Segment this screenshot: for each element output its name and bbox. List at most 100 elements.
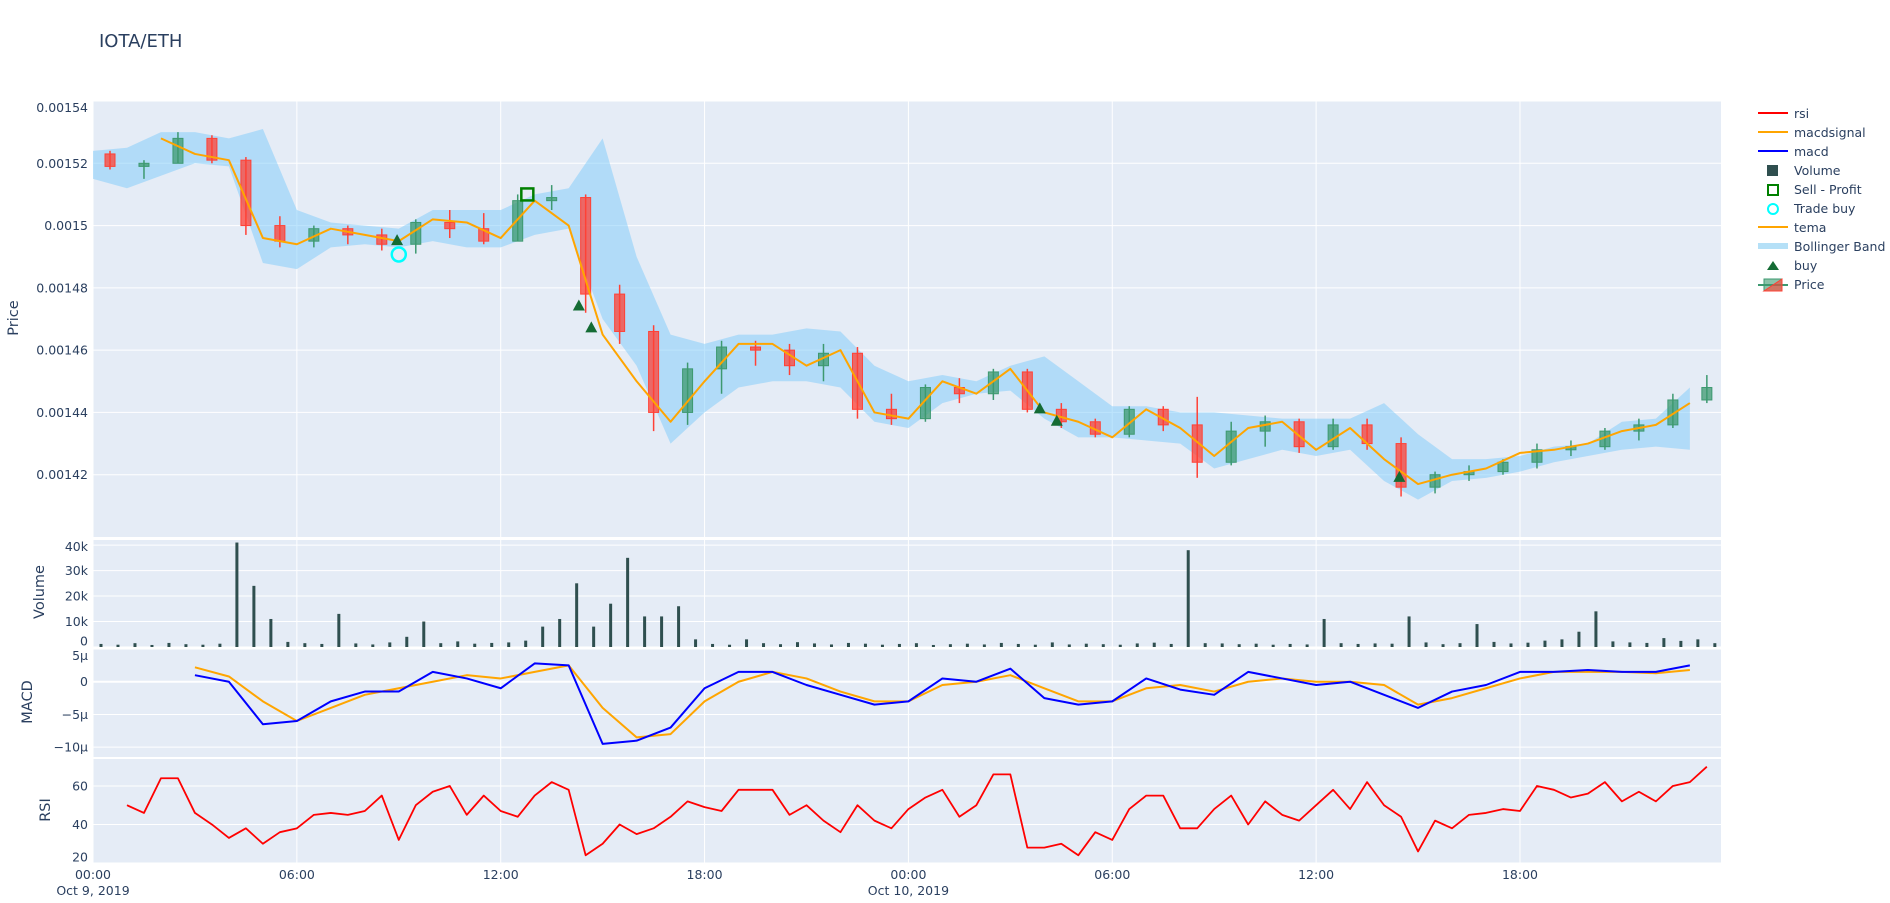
volume-bar[interactable] xyxy=(1152,642,1156,647)
legend-item-bollinger-band[interactable]: Bollinger Band xyxy=(1756,237,1885,256)
volume-bar[interactable] xyxy=(728,644,732,647)
candle[interactable] xyxy=(1667,393,1679,428)
volume-bar[interactable] xyxy=(269,618,273,647)
buy-marker[interactable] xyxy=(585,321,598,333)
candle[interactable] xyxy=(512,194,524,242)
volume-bar[interactable] xyxy=(1339,643,1343,647)
volume-bar[interactable] xyxy=(1441,644,1445,647)
volume-bar[interactable] xyxy=(218,643,222,647)
buy-marker[interactable] xyxy=(1050,414,1063,426)
volume-bar[interactable] xyxy=(150,644,154,647)
volume-bar[interactable] xyxy=(677,606,681,647)
volume-bar[interactable] xyxy=(1118,644,1122,647)
candle[interactable] xyxy=(546,185,558,210)
volume-bar[interactable] xyxy=(609,603,613,647)
rsi-line[interactable] xyxy=(126,766,1708,857)
volume-bar[interactable] xyxy=(1050,642,1054,647)
volume-bar[interactable] xyxy=(1033,644,1037,647)
volume-bar[interactable] xyxy=(1526,642,1530,647)
candle[interactable] xyxy=(1531,443,1543,469)
trade-buy-marker[interactable] xyxy=(390,246,408,263)
volume-bar[interactable] xyxy=(1254,643,1258,647)
volume-bar[interactable] xyxy=(863,643,867,647)
volume-bar[interactable] xyxy=(473,643,477,647)
volume-bar[interactable] xyxy=(1713,643,1717,647)
legend-item-sell-profit[interactable]: Sell - Profit xyxy=(1756,180,1885,199)
volume-bar[interactable] xyxy=(1101,644,1105,647)
candle[interactable] xyxy=(682,362,694,425)
volume-bar[interactable] xyxy=(846,642,850,647)
volume-bar[interactable] xyxy=(694,639,698,647)
candle[interactable] xyxy=(1123,406,1135,438)
volume-bar[interactable] xyxy=(1237,644,1241,647)
volume-bar[interactable] xyxy=(524,640,528,647)
volume-bar[interactable] xyxy=(1288,643,1292,647)
volume-bar[interactable] xyxy=(626,557,630,647)
volume-bar[interactable] xyxy=(1407,616,1411,647)
volume-bar[interactable] xyxy=(829,644,833,647)
candle[interactable] xyxy=(919,384,931,422)
candle[interactable] xyxy=(1191,396,1203,478)
volume-bar[interactable] xyxy=(1492,641,1496,647)
volume-bar[interactable] xyxy=(1594,611,1598,647)
volume-bar[interactable] xyxy=(999,642,1003,647)
volume-bar[interactable] xyxy=(1662,638,1666,647)
candle[interactable] xyxy=(987,368,999,400)
candle[interactable] xyxy=(104,150,116,170)
volume-bar[interactable] xyxy=(1577,631,1581,647)
volume-bar[interactable] xyxy=(965,643,969,647)
volume-bar[interactable] xyxy=(1645,642,1649,647)
volume-bar[interactable] xyxy=(252,585,256,647)
candle[interactable] xyxy=(478,213,490,245)
candle[interactable] xyxy=(1395,437,1407,497)
candle[interactable] xyxy=(138,160,150,179)
candle[interactable] xyxy=(580,194,592,313)
volume-bar[interactable] xyxy=(133,643,137,647)
volume-bar[interactable] xyxy=(1271,644,1275,647)
volume-bar[interactable] xyxy=(1356,643,1360,647)
volume-bar[interactable] xyxy=(558,618,562,647)
volume-bar[interactable] xyxy=(320,643,324,647)
volume-bar[interactable] xyxy=(931,644,935,647)
candle[interactable] xyxy=(750,340,762,366)
volume-bar[interactable] xyxy=(762,643,766,647)
volume-bar[interactable] xyxy=(1611,641,1615,647)
legend-item-macd[interactable]: macd xyxy=(1756,142,1885,161)
volume-bar[interactable] xyxy=(354,643,358,647)
candle[interactable] xyxy=(240,157,252,235)
volume-bar[interactable] xyxy=(1424,642,1428,647)
volume-plot-area[interactable] xyxy=(93,540,1721,647)
volume-bar[interactable] xyxy=(422,621,426,647)
volume-bar[interactable] xyxy=(99,643,103,647)
legend-item-price[interactable]: Price xyxy=(1756,275,1885,294)
legend-item-macdsignal[interactable]: macdsignal xyxy=(1756,123,1885,142)
volume-bar[interactable] xyxy=(1543,640,1547,647)
candle[interactable] xyxy=(1701,375,1713,404)
volume-bar[interactable] xyxy=(371,644,375,647)
volume-bar[interactable] xyxy=(541,626,545,647)
volume-bar[interactable] xyxy=(948,644,952,647)
volume-bar[interactable] xyxy=(1509,643,1513,647)
volume-bar[interactable] xyxy=(184,644,188,647)
volume-bar[interactable] xyxy=(116,644,120,647)
legend-item-rsi[interactable]: rsi xyxy=(1756,104,1885,123)
volume-bar[interactable] xyxy=(779,644,783,647)
volume-bar[interactable] xyxy=(1390,643,1394,647)
sell-profit-marker[interactable] xyxy=(520,187,535,202)
volume-bar[interactable] xyxy=(1475,624,1479,647)
volume-bar[interactable] xyxy=(303,643,307,647)
volume-bar[interactable] xyxy=(1628,642,1632,647)
volume-bar[interactable] xyxy=(1016,643,1020,647)
volume-bar[interactable] xyxy=(235,542,239,647)
candle[interactable] xyxy=(206,135,218,164)
volume-bar[interactable] xyxy=(1084,643,1088,647)
volume-bar[interactable] xyxy=(660,616,664,647)
macd-line[interactable] xyxy=(194,662,1691,745)
legend-item-buy[interactable]: buy xyxy=(1756,256,1885,275)
volume-bar[interactable] xyxy=(490,642,494,647)
volume-bar[interactable] xyxy=(880,644,884,647)
volume-bar[interactable] xyxy=(1560,639,1564,647)
buy-marker[interactable] xyxy=(572,299,585,311)
volume-bar[interactable] xyxy=(388,642,392,647)
volume-bar[interactable] xyxy=(1679,640,1683,647)
